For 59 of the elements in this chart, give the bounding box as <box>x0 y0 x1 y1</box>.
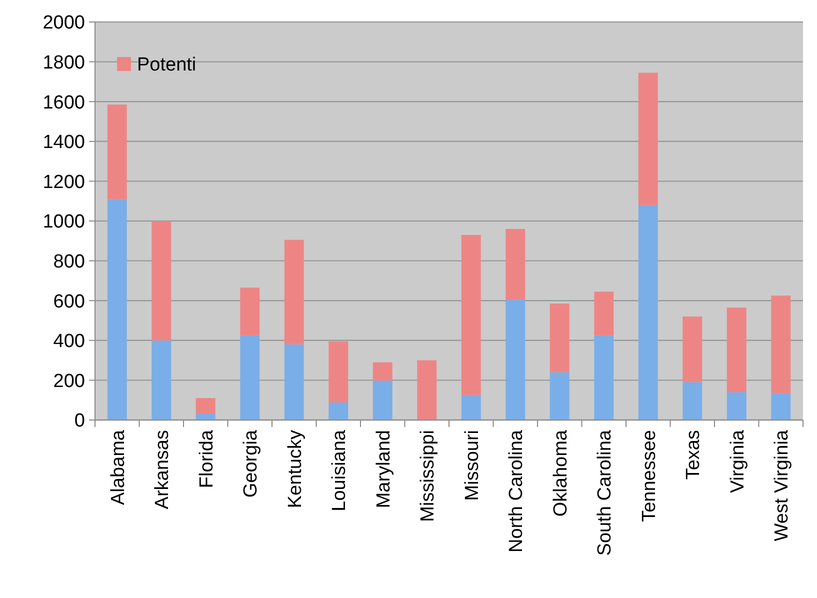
bar <box>726 308 746 392</box>
y-tick-label: 800 <box>53 251 85 272</box>
x-tick-label: Alabama <box>108 430 129 505</box>
bar <box>107 104 127 200</box>
bar <box>372 362 392 381</box>
bar <box>196 398 216 414</box>
y-tick-label: 1000 <box>42 212 85 233</box>
x-tick-label: Oklahoma <box>550 430 572 517</box>
x-tick-label: Kentucky <box>284 430 306 508</box>
bar <box>328 341 348 402</box>
bar <box>461 395 481 420</box>
x-tick-label: Mississippi <box>418 430 439 522</box>
bar <box>506 228 526 300</box>
y-tick-label: 200 <box>53 370 85 392</box>
bar <box>506 300 526 420</box>
bar <box>771 296 791 394</box>
y-tick-label: 600 <box>53 291 85 312</box>
y-tick-label: 1400 <box>42 132 85 154</box>
bar <box>284 344 304 420</box>
bar <box>594 292 614 336</box>
bar <box>152 221 172 340</box>
x-tick-label: Arkansas <box>152 430 174 510</box>
bar <box>107 199 127 420</box>
legend-label: Potenti <box>137 54 196 76</box>
bar <box>771 393 791 420</box>
bar <box>682 382 702 420</box>
bar <box>152 340 172 420</box>
y-tick-label: 1600 <box>42 92 85 114</box>
bar <box>417 360 437 420</box>
x-tick-label: Tennessee <box>638 430 660 522</box>
bar <box>682 316 702 382</box>
bar <box>726 392 746 420</box>
x-tick-label: West Virginia <box>772 430 793 542</box>
x-tick-label: Virginia <box>727 430 748 494</box>
x-tick-label: Texas <box>683 430 704 480</box>
x-tick-label: Missouri <box>462 430 483 501</box>
bar <box>240 335 260 420</box>
x-tick-label: Maryland <box>373 430 394 508</box>
x-tick-label: Florida <box>196 430 218 488</box>
x-tick-label: Louisiana <box>329 430 350 512</box>
y-tick-label: 1800 <box>42 52 85 74</box>
bar <box>550 372 570 420</box>
bar <box>461 234 481 396</box>
bar <box>196 414 216 420</box>
bar <box>284 240 304 344</box>
bar <box>638 205 658 420</box>
bar <box>594 335 614 420</box>
bar <box>550 304 570 372</box>
y-tick-label: 400 <box>53 331 85 352</box>
bar <box>372 380 392 420</box>
x-tick-label: South Carolina <box>594 430 616 556</box>
y-tick-label: 2000 <box>42 12 85 34</box>
bar <box>240 288 260 336</box>
x-tick-label: Georgia <box>240 430 262 498</box>
x-tick-label: North Carolina <box>506 430 528 552</box>
y-tick-label: 0 <box>74 410 85 432</box>
y-tick-label: 1200 <box>42 172 85 193</box>
bar <box>328 402 348 420</box>
bar <box>638 72 658 206</box>
